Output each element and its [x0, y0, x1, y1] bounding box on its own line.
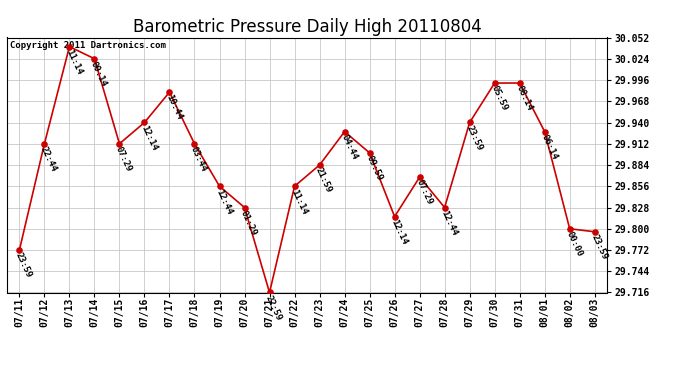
Text: 08:14: 08:14 [514, 84, 534, 112]
Text: 01:29: 01:29 [239, 209, 259, 237]
Point [189, 141, 200, 147]
Text: Copyright 2011 Dartronics.com: Copyright 2011 Dartronics.com [10, 41, 166, 50]
Point [439, 204, 450, 210]
Point [14, 247, 25, 253]
Text: 22:44: 22:44 [39, 145, 59, 173]
Point [64, 44, 75, 50]
Text: 03:44: 03:44 [189, 145, 208, 173]
Point [89, 56, 100, 62]
Text: 10:44: 10:44 [164, 93, 184, 122]
Text: 12:14: 12:14 [389, 218, 408, 246]
Point [414, 174, 425, 180]
Text: 12:14: 12:14 [139, 124, 159, 152]
Text: 07:29: 07:29 [114, 145, 134, 173]
Point [514, 80, 525, 86]
Point [164, 89, 175, 95]
Text: 05:59: 05:59 [489, 84, 509, 112]
Text: 00:00: 00:00 [564, 230, 584, 258]
Point [464, 120, 475, 126]
Text: 09:59: 09:59 [364, 154, 384, 182]
Point [289, 183, 300, 189]
Title: Barometric Pressure Daily High 20110804: Barometric Pressure Daily High 20110804 [132, 18, 482, 36]
Point [389, 214, 400, 220]
Text: 12:44: 12:44 [440, 209, 459, 237]
Point [564, 226, 575, 232]
Text: 07:29: 07:29 [414, 178, 434, 207]
Point [339, 129, 350, 135]
Point [539, 129, 550, 135]
Point [39, 141, 50, 147]
Text: 11:14: 11:14 [289, 188, 308, 216]
Text: 04:44: 04:44 [339, 133, 359, 161]
Point [214, 183, 225, 189]
Point [314, 162, 325, 168]
Point [139, 120, 150, 126]
Text: 23:59: 23:59 [14, 251, 34, 279]
Text: 21:59: 21:59 [314, 166, 334, 195]
Point [114, 141, 125, 147]
Point [489, 80, 500, 86]
Text: 00:14: 00:14 [89, 60, 108, 88]
Point [364, 150, 375, 156]
Text: 12:44: 12:44 [214, 188, 234, 216]
Point [589, 229, 600, 235]
Text: 11:14: 11:14 [64, 48, 83, 76]
Point [239, 204, 250, 210]
Text: 23:59: 23:59 [589, 233, 609, 261]
Point [264, 290, 275, 296]
Text: 23:59: 23:59 [464, 124, 484, 152]
Text: 22:59: 22:59 [264, 294, 284, 322]
Text: 06:14: 06:14 [540, 133, 559, 161]
